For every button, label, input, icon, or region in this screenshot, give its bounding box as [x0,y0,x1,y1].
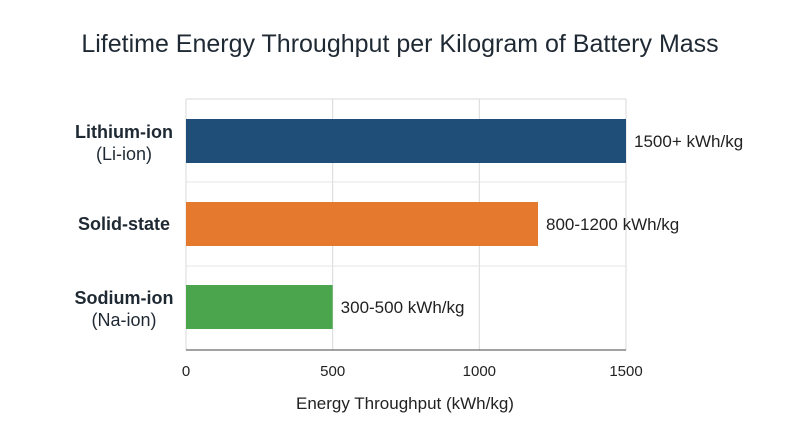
x-axis-title: Energy Throughput (kWh/kg) [296,394,514,413]
category-label-2: Sodium-ion [75,288,174,308]
bar-2 [186,285,333,329]
category-sublabel-2: (Na-ion) [91,310,156,330]
x-tick-label-2: 1000 [463,363,496,380]
label-layer: 0 500 1000 1500 1500+ kWh/kg Lithium-ion(Li-i… [75,122,744,380]
bar-1 [186,202,538,246]
x-tick-label-3: 1500 [609,363,642,380]
x-tick-label-0: 0 [182,363,190,380]
bar-value-label-1: 800-1200 kWh/kg [546,215,679,234]
chart-title: Lifetime Energy Throughput per Kilogram … [81,30,719,58]
category-sublabel-0: (Li-ion) [96,144,152,164]
bar-value-label-0: 1500+ kWh/kg [634,132,743,151]
category-label-0: Lithium-ion [75,122,173,142]
bar-layer [186,119,626,329]
bar-value-label-2: 300-500 kWh/kg [341,298,465,317]
x-tick-label-1: 500 [320,363,345,380]
category-label-1: Solid-state [78,214,170,234]
bar-0 [186,119,626,163]
